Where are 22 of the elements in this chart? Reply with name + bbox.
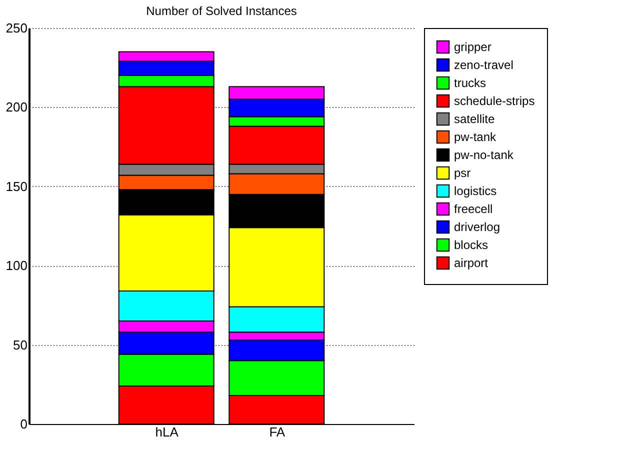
x-tick-label: hLA	[155, 424, 179, 440]
legend-label: airport	[454, 256, 489, 270]
legend-label: freecell	[454, 202, 493, 216]
chart-title: Number of Solved Instances	[146, 4, 297, 18]
y-tick-label: 0	[20, 416, 28, 432]
legend-label: schedule-strips	[454, 94, 535, 108]
x-tick-label: FA	[269, 424, 286, 440]
y-tick-label: 150	[6, 178, 28, 194]
legend-label: logistics	[454, 184, 497, 198]
legend-label: zeno-travel	[454, 58, 514, 72]
legend-label: satellite	[454, 112, 496, 126]
y-tick-label: 250	[6, 20, 28, 36]
legend-label: driverlog	[454, 220, 500, 234]
legend-label: psr	[454, 166, 471, 180]
legend-label: gripper	[454, 40, 492, 54]
y-tick-label: 50	[13, 337, 28, 352]
legend-label: blocks	[454, 238, 488, 252]
legend-label: trucks	[454, 76, 486, 90]
y-tick-label: 100	[6, 258, 28, 274]
legend-label: pw-tank	[454, 130, 498, 144]
y-tick-label: 200	[6, 100, 28, 115]
legend-label: pw-no-tank	[454, 148, 514, 162]
